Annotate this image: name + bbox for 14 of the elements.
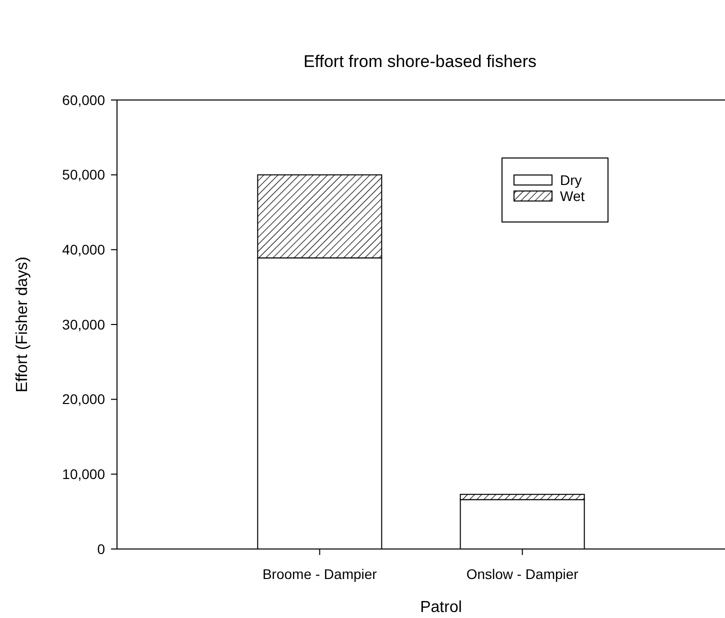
- y-tick-label: 60,000: [62, 92, 106, 108]
- y-tick-label: 50,000: [62, 166, 106, 183]
- y-axis-title: Effort (Fisher days): [14, 256, 31, 392]
- legend-label: Dry: [560, 172, 582, 188]
- x-tick-label: Onslow - Dampier: [466, 566, 579, 582]
- x-tick-label: Broome - Dampier: [262, 566, 378, 582]
- y-tick-label: 40,000: [62, 242, 106, 258]
- y-tick-label: 30,000: [62, 316, 106, 332]
- y-tick-label: 0: [97, 540, 106, 557]
- y-tick-label: 20,000: [62, 391, 106, 408]
- y-tick-label: 10,000: [62, 466, 106, 482]
- legend-label: Wet: [560, 188, 585, 204]
- x-axis-title: Patrol: [420, 599, 462, 616]
- chart-title: Effort from shore-based fishers: [303, 52, 537, 71]
